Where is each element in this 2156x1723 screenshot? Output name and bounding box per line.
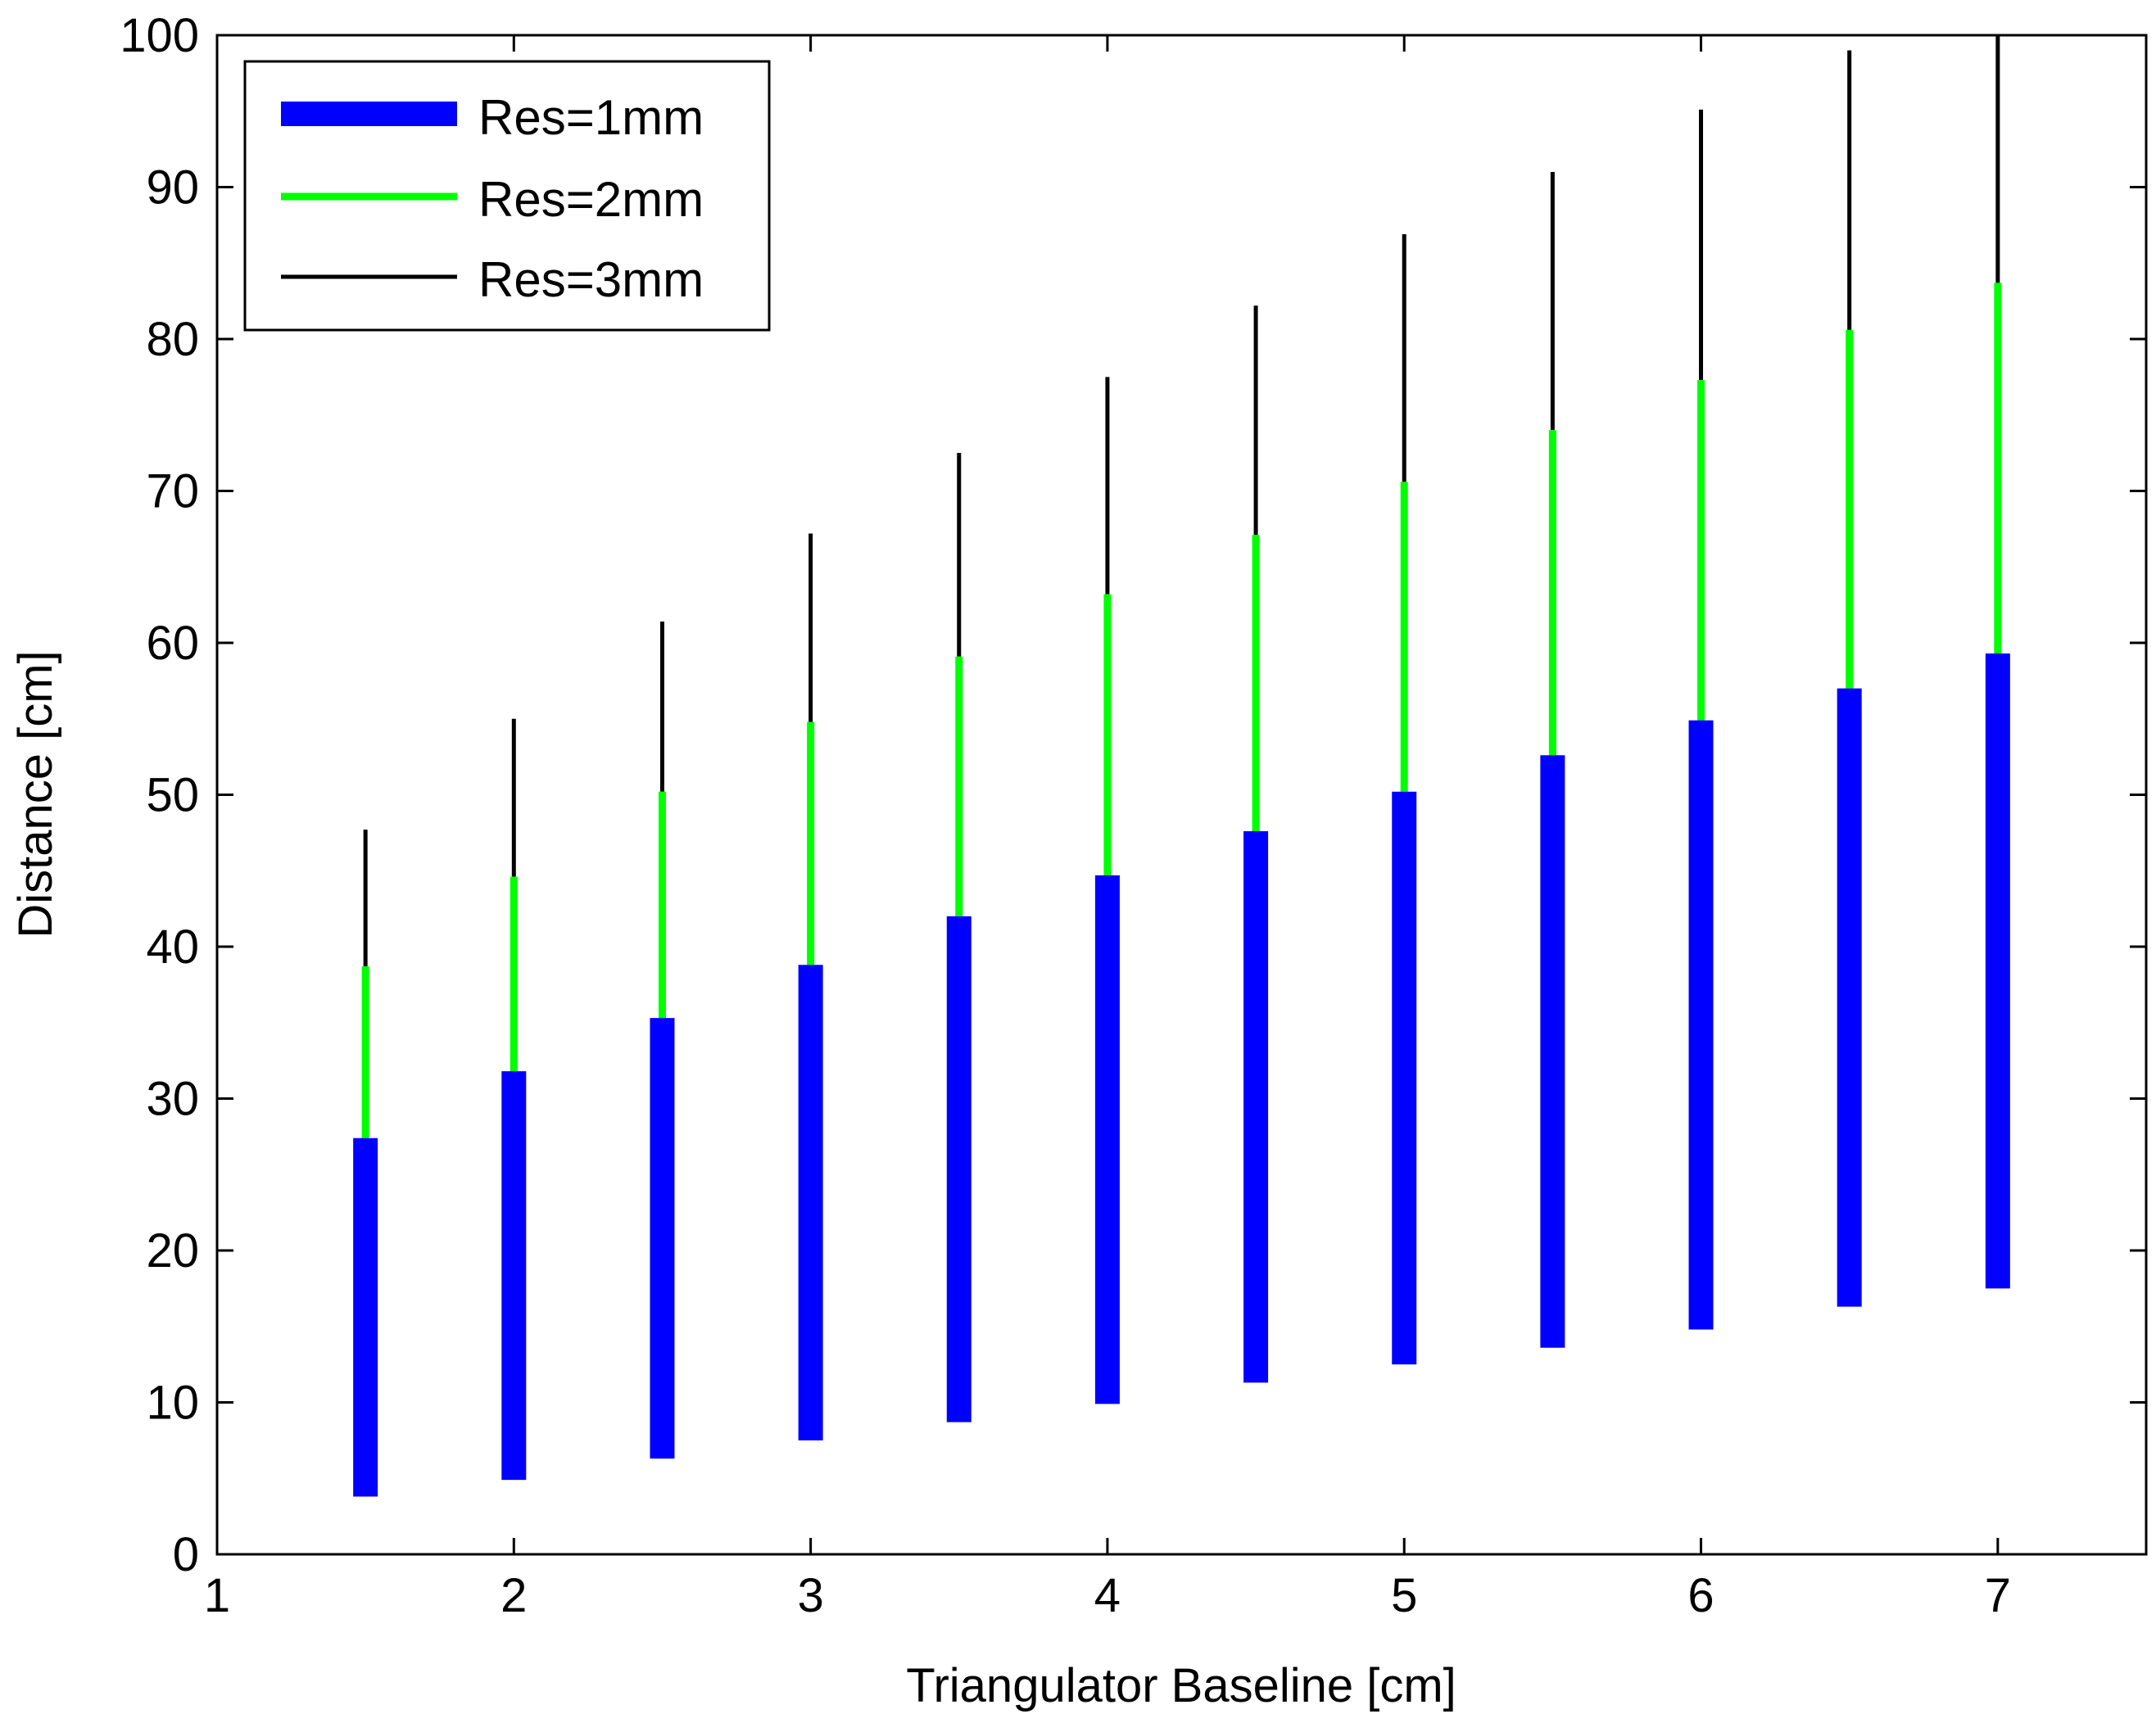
y-tick-label-20: 20: [146, 1224, 199, 1278]
y-axis-label: Distance [cm]: [9, 650, 62, 938]
y-tick-label-60: 60: [146, 617, 199, 670]
y-tick-label-40: 40: [146, 920, 199, 974]
y-tick-label-80: 80: [146, 313, 199, 366]
x-tick-label-5: 5: [1391, 1569, 1417, 1622]
legend-label-res1mm: Res=1mm: [478, 90, 704, 145]
y-tick-label-70: 70: [146, 465, 199, 518]
legend-label-res2mm: Res=2mm: [478, 172, 704, 227]
y-tick-label-90: 90: [146, 161, 199, 215]
x-tick-label-2: 2: [500, 1569, 527, 1622]
data-marks: [353, 35, 2010, 1497]
y-tick-label-30: 30: [146, 1073, 199, 1126]
x-axis-label: Triangulator Baseline [cm]: [906, 1659, 1456, 1712]
legend: Res=1mm Res=2mm Res=3mm: [243, 60, 771, 332]
y-tick-label-50: 50: [146, 769, 199, 822]
y-tick-label-10: 10: [146, 1377, 199, 1430]
x-tick-label-1: 1: [204, 1569, 230, 1622]
x-tick-label-6: 6: [1687, 1569, 1714, 1622]
legend-label-res3mm: Res=3mm: [478, 252, 704, 307]
x-tick-label-7: 7: [1985, 1569, 2011, 1622]
x-tick-label-3: 3: [797, 1569, 823, 1622]
y-tick-label-0: 0: [173, 1528, 199, 1581]
x-tick-label-4: 4: [1094, 1569, 1121, 1622]
y-tick-label-100: 100: [120, 9, 199, 62]
